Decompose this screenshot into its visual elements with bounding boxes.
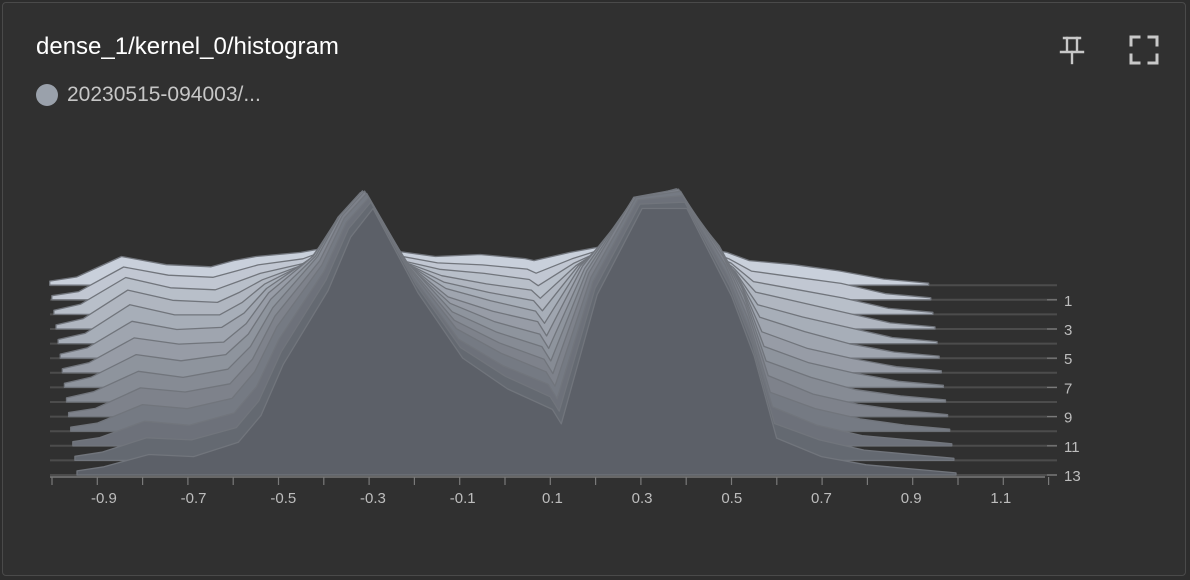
x-tick-label: -0.5 [270, 490, 296, 507]
fullscreen-button[interactable] [1127, 33, 1161, 67]
legend-run-label: 20230515-094003/... [67, 83, 261, 106]
y-tick-label: 13 [1064, 468, 1081, 485]
y-tick-label: 7 [1064, 380, 1072, 397]
legend-item[interactable]: 20230515-094003/... [36, 83, 261, 107]
fullscreen-icon [1129, 35, 1159, 65]
y-tick-label: 3 [1064, 322, 1072, 339]
histogram-step-area [76, 207, 957, 476]
pin-icon [1059, 36, 1085, 65]
x-tick-label: 0.5 [721, 490, 742, 507]
x-tick-label: 1.1 [990, 490, 1011, 507]
chart-axes: -0.9 -0.7 -0.5 -0.3 -0.1 0.1 0.3 0.5 0.7 0.9 1.113… [50, 293, 1081, 507]
x-tick-label: 0.3 [632, 490, 653, 507]
x-tick-label: 0.7 [811, 490, 832, 507]
pin-button[interactable] [1055, 33, 1089, 67]
x-tick-label: 0.9 [901, 490, 922, 507]
legend-color-dot [36, 84, 58, 106]
x-tick-label: -0.7 [181, 490, 207, 507]
y-tick-label: 11 [1064, 439, 1080, 456]
y-tick-label: 1 [1064, 293, 1072, 310]
y-tick-label: 5 [1064, 351, 1072, 368]
histogram-areas [49, 188, 957, 476]
x-tick-label: 0.1 [542, 490, 563, 507]
x-tick-label: -0.9 [91, 490, 117, 507]
y-tick-label: 9 [1064, 410, 1072, 427]
x-tick-label: -0.3 [360, 490, 386, 507]
x-tick-label: -0.1 [450, 490, 476, 507]
card-title: dense_1/kernel_0/histogram [36, 33, 339, 60]
